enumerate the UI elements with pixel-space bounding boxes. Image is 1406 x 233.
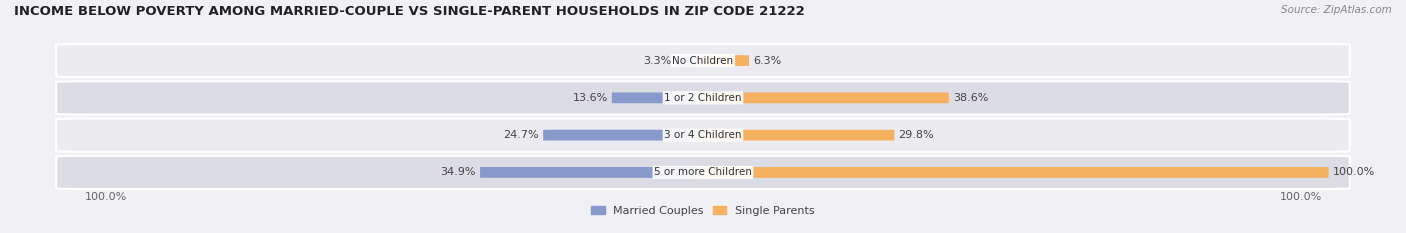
Text: 29.8%: 29.8% (898, 130, 934, 140)
Text: 3 or 4 Children: 3 or 4 Children (664, 130, 742, 140)
Text: INCOME BELOW POVERTY AMONG MARRIED-COUPLE VS SINGLE-PARENT HOUSEHOLDS IN ZIP COD: INCOME BELOW POVERTY AMONG MARRIED-COUPL… (14, 5, 804, 18)
FancyBboxPatch shape (696, 55, 749, 66)
FancyBboxPatch shape (56, 119, 1350, 152)
Text: 1 or 2 Children: 1 or 2 Children (664, 93, 742, 103)
Text: No Children: No Children (672, 56, 734, 65)
FancyBboxPatch shape (543, 130, 710, 140)
Text: 38.6%: 38.6% (953, 93, 988, 103)
Text: 34.9%: 34.9% (440, 168, 475, 177)
Text: 24.7%: 24.7% (503, 130, 538, 140)
Text: 100.0%: 100.0% (84, 192, 127, 202)
Text: 5 or more Children: 5 or more Children (654, 168, 752, 177)
FancyBboxPatch shape (56, 156, 1350, 189)
Text: 100.0%: 100.0% (1333, 168, 1375, 177)
Text: 100.0%: 100.0% (1279, 192, 1322, 202)
FancyBboxPatch shape (696, 167, 1329, 178)
Text: 3.3%: 3.3% (643, 56, 671, 65)
Text: 13.6%: 13.6% (572, 93, 607, 103)
FancyBboxPatch shape (696, 93, 949, 103)
FancyBboxPatch shape (56, 81, 1350, 114)
FancyBboxPatch shape (56, 44, 1350, 77)
FancyBboxPatch shape (479, 167, 710, 178)
FancyBboxPatch shape (612, 93, 710, 103)
FancyBboxPatch shape (696, 130, 894, 140)
Text: Source: ZipAtlas.com: Source: ZipAtlas.com (1281, 5, 1392, 15)
Legend: Married Couples, Single Parents: Married Couples, Single Parents (589, 204, 817, 218)
FancyBboxPatch shape (675, 55, 710, 66)
Text: 6.3%: 6.3% (754, 56, 782, 65)
